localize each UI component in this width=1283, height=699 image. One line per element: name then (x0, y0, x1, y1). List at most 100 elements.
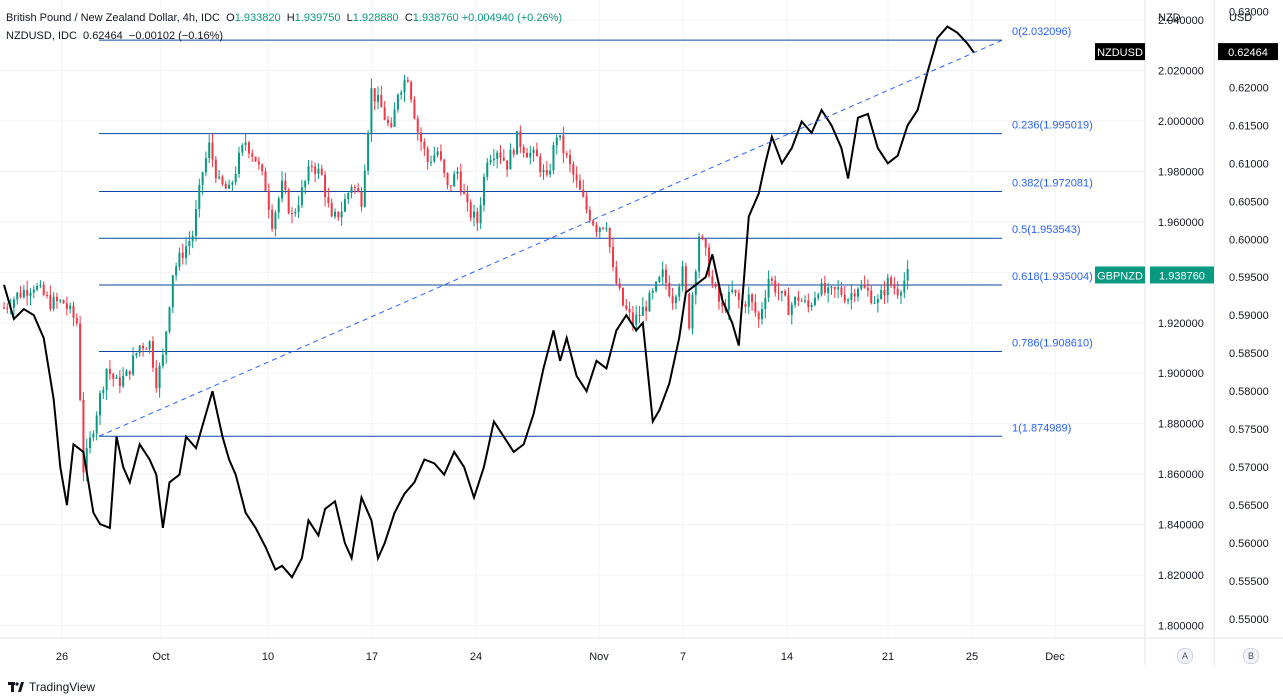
candle (532, 146, 535, 162)
candle (863, 275, 866, 289)
fib-level-label: 0(2.032096) (1012, 26, 1071, 38)
symbol-title: British Pound / New Zealand Dollar, 4h, … (6, 12, 220, 24)
candle (350, 184, 353, 199)
candle (780, 290, 783, 302)
usd-tick-label: 0.56000 (1229, 538, 1269, 550)
candle (893, 276, 896, 295)
candle (138, 345, 141, 357)
candle (330, 198, 333, 218)
candle (658, 275, 661, 284)
candle (175, 262, 178, 281)
candle (734, 289, 737, 297)
auto-scale-button[interactable]: A (1177, 648, 1193, 664)
candle (820, 278, 823, 297)
candle (671, 287, 674, 310)
candle (118, 370, 121, 394)
candle (277, 196, 280, 219)
candle (403, 74, 406, 102)
candle (522, 144, 525, 158)
svg-text:GBPNZD: GBPNZD (1097, 270, 1143, 282)
main-legend[interactable]: British Pound / New Zealand Dollar, 4h, … (6, 12, 562, 24)
nzd-tick-label: 1.900000 (1158, 368, 1204, 380)
candle (188, 231, 191, 256)
candle (747, 286, 750, 315)
candle (165, 330, 168, 364)
candle (525, 147, 528, 158)
candle (602, 226, 605, 231)
trend-line[interactable] (98, 39, 1003, 437)
candle (482, 173, 485, 212)
candle (641, 297, 644, 316)
candle (36, 283, 39, 292)
last-price-labels: GBPNZD 1.938760 NZDUSD 0.62464 (1095, 43, 1278, 284)
candle (386, 115, 389, 127)
time-axis[interactable]: 26 Oct 10 17 24 Nov 7 14 21 25 Dec (56, 651, 1065, 663)
candle (211, 133, 214, 167)
candle (82, 392, 85, 482)
candle (98, 390, 101, 426)
candle (876, 294, 879, 313)
candle (837, 279, 840, 299)
candle (178, 247, 181, 271)
candle (645, 300, 648, 322)
candle (598, 226, 601, 239)
fib-level-label: 0.382(1.972081) (1012, 177, 1093, 189)
fib-level-label: 1(1.874989) (1012, 422, 1071, 434)
candle (380, 85, 383, 108)
candle (635, 305, 638, 333)
candle (492, 148, 495, 167)
candle (549, 163, 552, 178)
candle (42, 281, 45, 297)
candle (459, 163, 462, 196)
candle (661, 261, 664, 286)
candle (12, 296, 15, 316)
usd-tick-label: 0.60500 (1229, 196, 1269, 208)
overlay-symbol: NZDUSD, IDC (6, 30, 77, 42)
usd-tick-label: 0.58500 (1229, 348, 1269, 360)
fib-retracement[interactable]: 0(2.032096) 0.236(1.995019) 0.382(1.972081… (99, 26, 1093, 437)
candle (105, 368, 108, 400)
candle (158, 362, 161, 398)
nzd-tick-label: 1.800000 (1158, 620, 1204, 632)
candle (29, 288, 32, 306)
candle (714, 282, 717, 289)
candle (337, 211, 340, 221)
candle (261, 163, 264, 176)
candle (655, 281, 658, 293)
scale-b-button[interactable]: B (1243, 648, 1259, 664)
candle (274, 210, 277, 237)
candle (883, 280, 886, 304)
candle (300, 180, 303, 209)
candle (396, 93, 399, 113)
candle (383, 101, 386, 121)
candle (691, 292, 694, 335)
candle (62, 299, 65, 304)
candle (19, 285, 22, 299)
candle (334, 208, 336, 219)
candle (304, 179, 307, 195)
candle (896, 281, 899, 299)
candle (575, 166, 578, 188)
nzd-tick-label: 2.020000 (1158, 66, 1204, 78)
gbpnzd-candles (3, 74, 909, 482)
candle (767, 270, 770, 303)
candle (764, 289, 767, 319)
candle (267, 183, 270, 219)
candle (592, 218, 595, 227)
candle (271, 204, 274, 232)
nzd-tick-label: 2.000000 (1158, 116, 1204, 128)
nzd-tick-label: 1.920000 (1158, 318, 1204, 330)
candle (6, 303, 9, 314)
candle (506, 160, 509, 177)
candle (32, 285, 35, 299)
candle (850, 284, 853, 310)
candle (168, 306, 171, 334)
tradingview-logo[interactable]: TradingView (8, 680, 95, 694)
overlay-legend[interactable]: NZDUSD, IDC 0.62464 −0.00102 (−0.16%) (6, 30, 223, 42)
candle (665, 264, 667, 290)
candle (443, 158, 446, 178)
candle (353, 184, 356, 194)
x-tick-label: 7 (680, 651, 686, 663)
overlay-value: 0.62464 (83, 30, 123, 42)
